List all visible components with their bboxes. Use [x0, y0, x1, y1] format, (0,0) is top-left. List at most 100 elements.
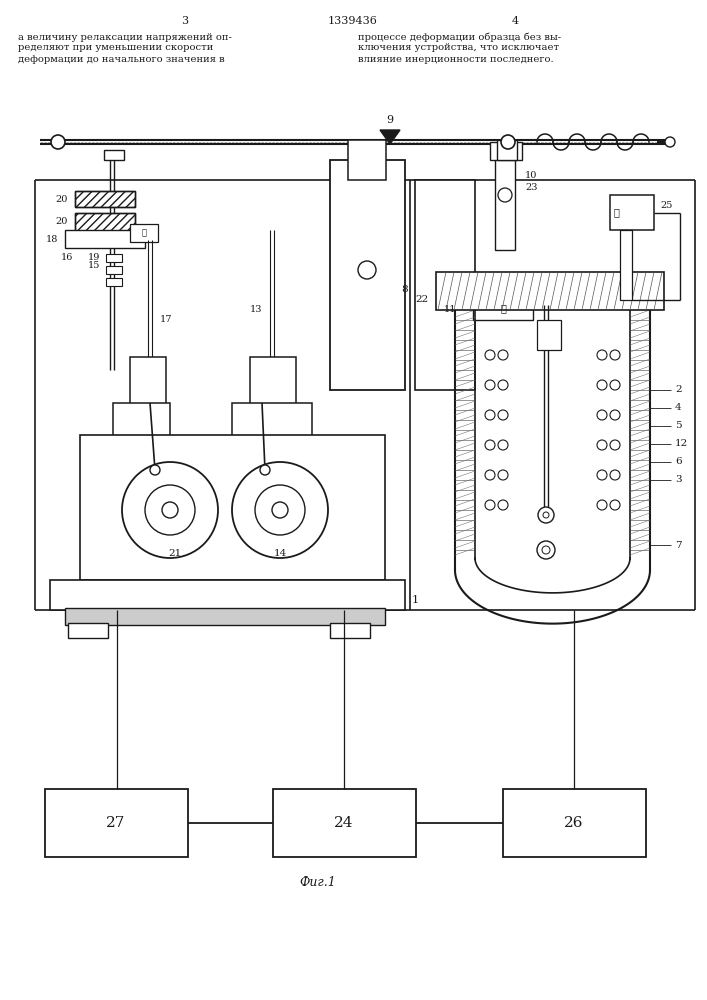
Bar — [100, 440, 360, 570]
Bar — [250, 357, 296, 405]
Text: 1: 1 — [411, 595, 419, 605]
Circle shape — [610, 440, 620, 450]
Text: 23: 23 — [525, 182, 537, 192]
Circle shape — [145, 485, 195, 535]
Circle shape — [498, 188, 512, 202]
Text: а величину релаксации напряжений оп-: а величину релаксации напряжений оп- — [18, 32, 232, 41]
Text: Фиг.1: Фиг.1 — [300, 876, 337, 890]
Bar — [106, 254, 122, 262]
Circle shape — [538, 507, 554, 523]
Circle shape — [610, 350, 620, 360]
Text: влияние инерционности последнего.: влияние инерционности последнего. — [358, 54, 554, 64]
Text: 26: 26 — [564, 816, 584, 830]
Text: 4: 4 — [511, 16, 518, 26]
Circle shape — [597, 380, 607, 390]
Bar — [104, 150, 124, 160]
Circle shape — [597, 500, 607, 510]
Circle shape — [485, 410, 495, 420]
Bar — [75, 191, 135, 207]
Bar — [65, 230, 145, 248]
Text: процессе деформации образца без вы-: процессе деформации образца без вы- — [358, 32, 561, 42]
Bar — [620, 230, 632, 300]
Text: 21: 21 — [168, 548, 182, 558]
Circle shape — [537, 541, 555, 559]
Bar — [106, 278, 122, 286]
Text: 19: 19 — [88, 253, 100, 262]
Text: 18: 18 — [46, 234, 58, 243]
Bar — [537, 320, 561, 350]
Text: 8: 8 — [402, 286, 408, 294]
Text: 15: 15 — [88, 261, 100, 270]
Bar — [50, 580, 405, 610]
Bar — [80, 435, 385, 580]
Circle shape — [597, 410, 607, 420]
Circle shape — [610, 500, 620, 510]
Bar — [68, 623, 108, 638]
Circle shape — [485, 380, 495, 390]
Bar — [503, 789, 646, 857]
Bar — [232, 403, 312, 453]
Bar — [436, 272, 664, 310]
Text: 10: 10 — [525, 170, 537, 180]
Bar — [65, 608, 385, 625]
Circle shape — [260, 465, 270, 475]
Text: 13: 13 — [250, 306, 262, 314]
Bar — [75, 191, 135, 207]
Bar — [497, 140, 517, 160]
Text: 2: 2 — [675, 385, 682, 394]
Bar — [610, 195, 654, 230]
Circle shape — [485, 500, 495, 510]
Circle shape — [498, 410, 508, 420]
Text: 25: 25 — [660, 200, 672, 210]
Bar — [495, 150, 515, 250]
Circle shape — [498, 350, 508, 360]
Text: ✕: ✕ — [141, 229, 146, 237]
Text: 27: 27 — [106, 816, 126, 830]
Bar — [415, 180, 475, 390]
Text: 17: 17 — [160, 316, 173, 324]
Text: 6: 6 — [675, 458, 682, 466]
Text: 14: 14 — [274, 548, 286, 558]
Circle shape — [498, 380, 508, 390]
Circle shape — [498, 440, 508, 450]
Bar — [45, 789, 188, 857]
Text: 5: 5 — [675, 422, 682, 430]
Text: ✕: ✕ — [613, 209, 619, 218]
Circle shape — [610, 380, 620, 390]
Circle shape — [358, 261, 376, 279]
Bar — [130, 224, 158, 242]
Bar — [330, 160, 405, 390]
Circle shape — [485, 440, 495, 450]
Bar — [113, 403, 170, 453]
Text: 4: 4 — [675, 403, 682, 412]
Bar — [473, 298, 533, 320]
Circle shape — [485, 350, 495, 360]
Text: ределяют при уменьшении скорости: ределяют при уменьшении скорости — [18, 43, 214, 52]
Circle shape — [498, 500, 508, 510]
Circle shape — [665, 137, 675, 147]
Circle shape — [542, 546, 550, 554]
Circle shape — [597, 440, 607, 450]
Text: 16: 16 — [61, 253, 73, 262]
Circle shape — [610, 470, 620, 480]
Text: 3: 3 — [675, 476, 682, 485]
Circle shape — [272, 502, 288, 518]
Text: ключения устройства, что исключает: ключения устройства, что исключает — [358, 43, 559, 52]
Bar — [75, 213, 135, 231]
Text: 24: 24 — [334, 816, 354, 830]
Circle shape — [150, 465, 160, 475]
Circle shape — [501, 135, 515, 149]
Circle shape — [255, 485, 305, 535]
Text: ✕: ✕ — [500, 304, 506, 314]
Bar — [273, 789, 416, 857]
Circle shape — [597, 470, 607, 480]
Polygon shape — [380, 130, 400, 144]
Text: 7: 7 — [675, 540, 682, 550]
Circle shape — [485, 470, 495, 480]
Text: 22: 22 — [415, 296, 428, 304]
Bar — [330, 623, 370, 638]
Text: 1339436: 1339436 — [328, 16, 378, 26]
Circle shape — [597, 350, 607, 360]
Bar — [130, 357, 166, 405]
Bar — [490, 142, 522, 160]
